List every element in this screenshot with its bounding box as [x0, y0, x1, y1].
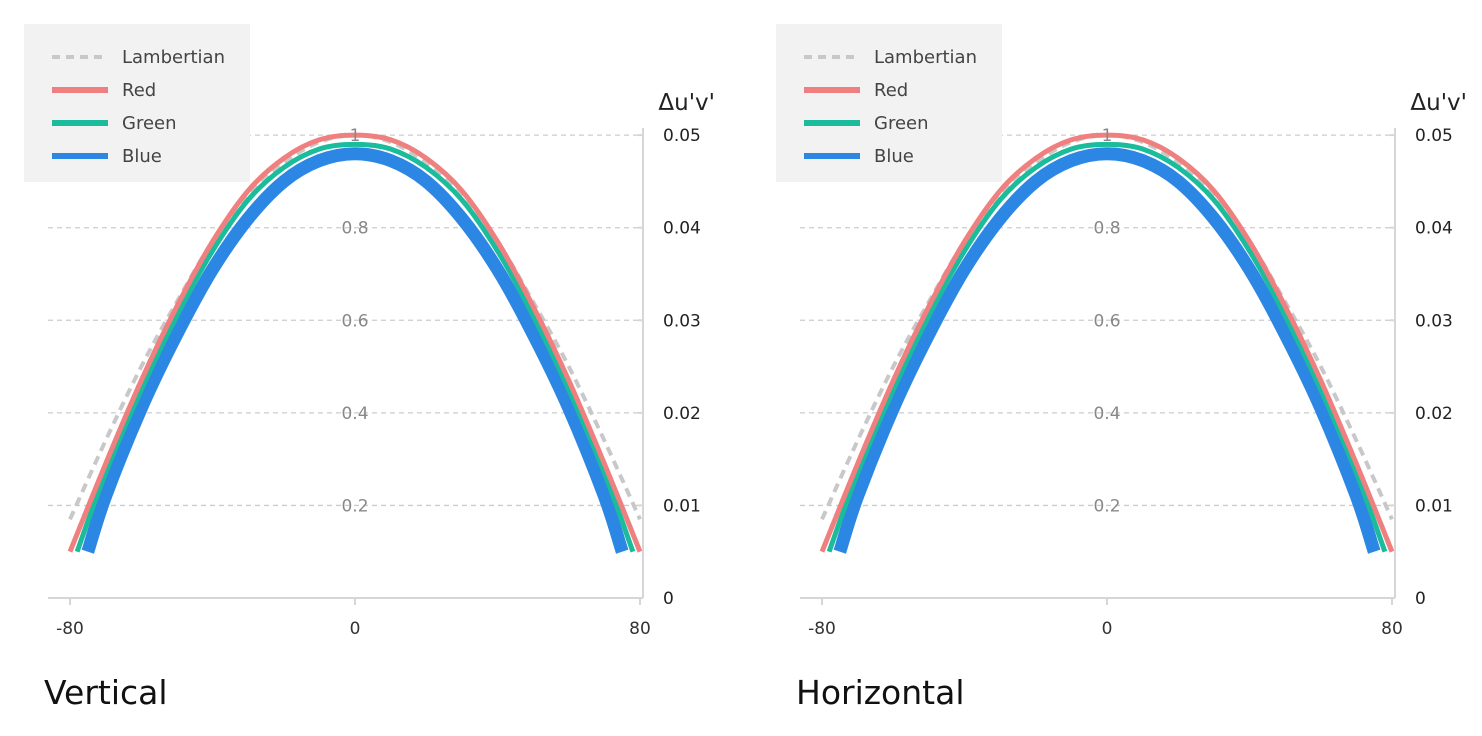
right-tick-label: 0.04 [1415, 219, 1453, 239]
left-tick-label: 0.2 [341, 496, 368, 516]
legend-label-green: Green [122, 113, 177, 134]
legend-label-blue: Blue [122, 146, 162, 167]
left-tick-label: 0.4 [1093, 404, 1120, 424]
right-tick-label: 0 [1415, 589, 1426, 609]
series-line-green [74, 141, 636, 553]
left-tick-label: 0.6 [1093, 311, 1120, 331]
right-tick-label: 0.04 [663, 219, 701, 239]
x-tick-label: 0 [1102, 619, 1113, 639]
right-axis-label: Δu'v' [1410, 90, 1467, 116]
chart-title: Horizontal [796, 673, 965, 712]
chart-title: Vertical [44, 673, 168, 712]
right-tick-label: 0.05 [663, 126, 701, 146]
right-tick-label: 0 [663, 589, 674, 609]
legend-label-red: Red [874, 80, 908, 101]
left-tick-label: 0.4 [341, 404, 368, 424]
x-tick-label: -80 [808, 619, 836, 639]
series-line-red [819, 132, 1395, 553]
series-line-blue [81, 147, 629, 554]
right-tick-label: 0.02 [663, 404, 701, 424]
legend-label-red: Red [122, 80, 156, 101]
legend-label-blue: Blue [874, 146, 914, 167]
vertical-chart: -80 0 80 0 0.01 0.02 0.03 0.04 0.05 0.2 0.4 0.6 0.8 1… [24, 24, 715, 712]
series-line-green [826, 141, 1388, 553]
left-tick-label: 1 [1102, 126, 1113, 146]
x-tick-label: -80 [56, 619, 84, 639]
right-tick-label: 0.01 [1415, 496, 1453, 516]
left-tick-label: 1 [350, 126, 361, 146]
right-tick-label: 0.03 [1415, 311, 1453, 331]
legend: Lambertian Red Green Blue [776, 24, 1002, 182]
legend: Lambertian Red Green Blue [24, 24, 250, 182]
left-tick-label: 0.8 [341, 219, 368, 239]
legend-label-green: Green [874, 113, 929, 134]
left-tick-label: 0.8 [1093, 219, 1120, 239]
x-tick-label: 80 [629, 619, 651, 639]
right-tick-label: 0.01 [663, 496, 701, 516]
left-tick-label: 0.6 [341, 311, 368, 331]
right-axis-label: Δu'v' [658, 90, 715, 116]
legend-label-lambertian: Lambertian [122, 47, 225, 68]
right-tick-label: 0.03 [663, 311, 701, 331]
series-line-red [67, 132, 643, 553]
x-tick-label: 0 [350, 619, 361, 639]
right-tick-label: 0.02 [1415, 404, 1453, 424]
right-tick-label: 0.05 [1415, 126, 1453, 146]
series-line-blue [833, 147, 1381, 554]
legend-label-lambertian: Lambertian [874, 47, 977, 68]
horizontal-chart: -80 0 80 0 0.01 0.02 0.03 0.04 0.05 0.2 0.4 0.6 0.8 1… [776, 24, 1467, 712]
x-tick-label: 80 [1381, 619, 1403, 639]
left-tick-label: 0.2 [1093, 496, 1120, 516]
